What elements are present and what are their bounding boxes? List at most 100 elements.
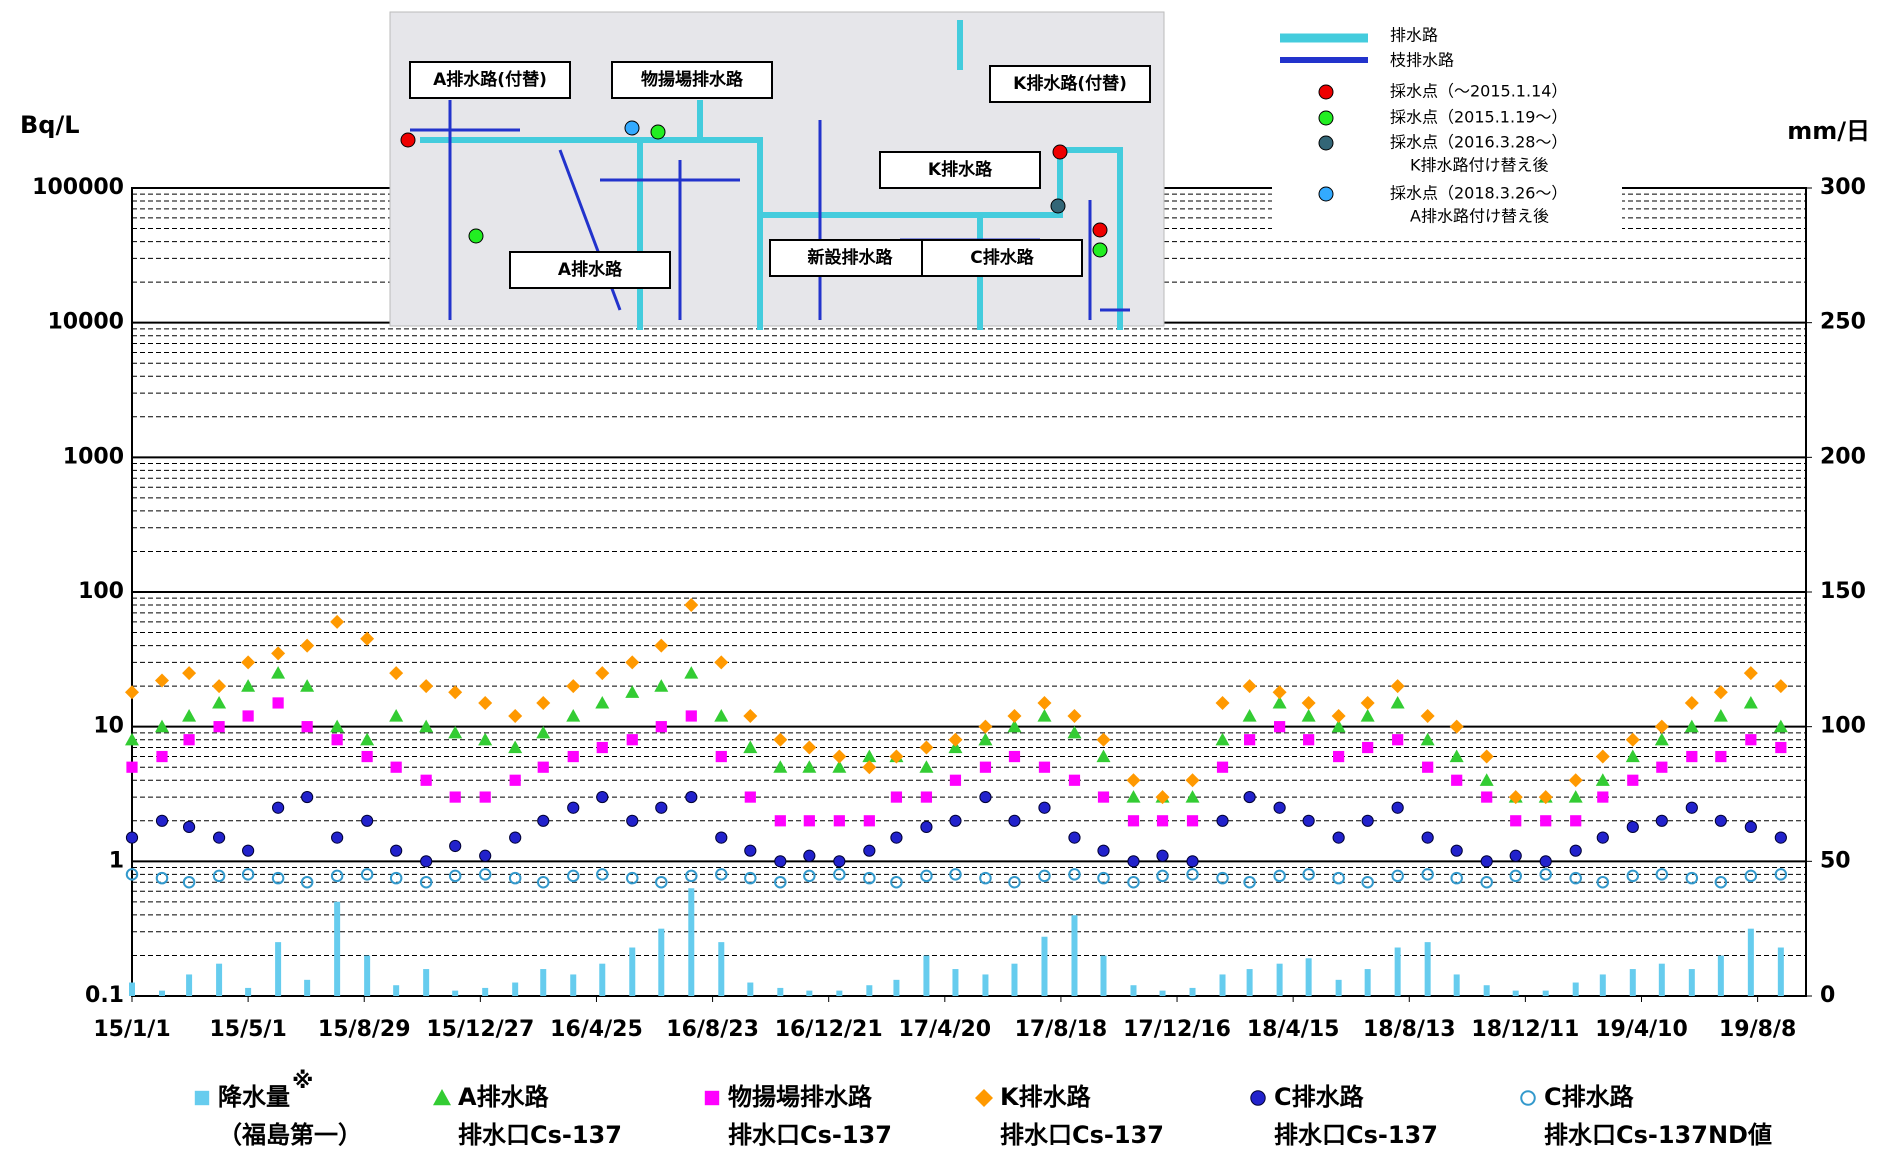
diamond-marker xyxy=(125,685,139,700)
square-marker xyxy=(420,774,432,786)
y-tick-label: 100000 xyxy=(32,175,124,200)
diamond-marker xyxy=(1568,773,1583,788)
circle-marker xyxy=(390,844,403,857)
circle-marker xyxy=(685,790,698,804)
diamond-marker xyxy=(802,740,817,755)
square-marker xyxy=(361,750,373,763)
diamond-marker xyxy=(1126,773,1141,788)
diamond-marker xyxy=(1420,709,1435,724)
square-marker xyxy=(1216,761,1229,773)
square-marker xyxy=(1540,815,1552,827)
rain-bar xyxy=(304,979,311,996)
triangle-marker xyxy=(360,732,375,746)
circle-marker xyxy=(744,844,757,857)
y2-tick-label: 150 xyxy=(1820,579,1866,604)
diamond-marker xyxy=(948,732,963,747)
rain-bar xyxy=(158,990,165,996)
x-tick-label: 16/4/25 xyxy=(550,1017,643,1042)
x-tick-label: 15/1/1 xyxy=(93,1017,170,1042)
hollow-marker xyxy=(1216,871,1229,885)
square-marker xyxy=(1068,774,1081,786)
rain-bar xyxy=(836,990,843,996)
legend-label-line2: 排水口Cs-137 xyxy=(458,1121,622,1149)
hollow-marker xyxy=(1243,875,1256,889)
map-legend-text: 排水路 xyxy=(1390,26,1438,45)
y-tick-label: 1 xyxy=(109,848,124,873)
hollow-marker xyxy=(1361,875,1374,889)
inset-map: A排水路(付替) 物揚場排水路 K排水路(付替) K排水路 A排水路 新設排水路 C排水路 xyxy=(389,11,1165,330)
triangle-marker xyxy=(684,666,699,679)
square-marker xyxy=(890,791,903,803)
rain-bar xyxy=(129,982,135,996)
diamond-marker xyxy=(1595,749,1610,764)
rain-bar xyxy=(718,942,725,996)
circle-marker xyxy=(1302,814,1315,827)
circle-marker xyxy=(1509,849,1522,862)
square-marker xyxy=(1303,734,1315,746)
triangle-marker xyxy=(862,749,877,763)
diamond-marker xyxy=(654,638,669,653)
diamond-marker xyxy=(508,709,523,724)
square-marker xyxy=(272,697,284,709)
hollow-marker xyxy=(155,871,169,885)
map-label-box xyxy=(509,251,671,289)
triangle-marker xyxy=(154,719,169,733)
hollow-marker xyxy=(1302,868,1315,881)
triangle-marker xyxy=(1301,709,1316,722)
square-marker xyxy=(390,761,402,773)
diamond-marker xyxy=(182,666,197,681)
hollow-marker xyxy=(1539,868,1552,881)
triangle-marker xyxy=(1773,719,1788,733)
map-label: K排水路(付替) xyxy=(1013,73,1127,94)
square-marker xyxy=(537,761,549,773)
rain-bar xyxy=(482,987,489,996)
circle-marker xyxy=(1008,814,1021,827)
hollow-marker xyxy=(1332,871,1345,885)
triangle-marker xyxy=(448,725,463,739)
triangle-marker xyxy=(1360,709,1375,722)
hollow-marker xyxy=(1008,875,1021,889)
square-marker xyxy=(213,721,225,733)
rain-bar xyxy=(1041,936,1048,996)
diamond-marker xyxy=(1360,695,1375,710)
triangle-marker xyxy=(1420,732,1435,746)
rain-bar xyxy=(982,974,989,996)
diamond-marker xyxy=(1096,732,1111,747)
circle-marker xyxy=(212,831,226,844)
rain-bar xyxy=(393,985,400,996)
square-marker xyxy=(1422,761,1434,773)
triangle-marker xyxy=(919,760,934,773)
hollow-marker xyxy=(389,871,403,885)
legend-label: K排水路 xyxy=(1000,1083,1092,1111)
hollow-marker xyxy=(419,875,433,889)
rain-bar xyxy=(1424,942,1431,996)
x-tick-label: 19/4/10 xyxy=(1595,1017,1688,1042)
square-marker xyxy=(715,750,727,763)
circle-marker xyxy=(155,814,169,827)
triangle-marker xyxy=(625,685,640,698)
triangle-marker xyxy=(419,719,434,733)
triangle-marker xyxy=(433,1089,451,1106)
map-legend-text: 採水点（2018.3.26～） xyxy=(1390,184,1567,203)
rain-bar xyxy=(1599,974,1606,996)
circle-marker xyxy=(833,855,846,868)
y-tick-label: 1000 xyxy=(63,444,124,469)
square-marker xyxy=(685,710,697,722)
x-tick-label: 15/5/1 xyxy=(209,1017,286,1042)
triangle-marker xyxy=(714,709,729,722)
map-legend-text: 採水点（2016.3.28～） xyxy=(1390,133,1567,152)
triangle-marker xyxy=(478,732,493,746)
square-marker xyxy=(949,774,962,786)
triangle-marker xyxy=(1449,749,1464,763)
legend-label: A排水路 xyxy=(458,1083,550,1111)
hollow-marker xyxy=(1569,871,1582,885)
hollow-marker xyxy=(566,869,580,883)
diamond-marker xyxy=(419,679,434,694)
square-marker xyxy=(1392,734,1404,746)
x-tick-label: 17/8/18 xyxy=(1015,1017,1108,1042)
triangle-marker xyxy=(300,679,315,692)
y-tick-label: 100 xyxy=(78,579,124,604)
hollow-marker xyxy=(803,869,816,883)
legend-note-mark: ※ xyxy=(292,1069,313,1094)
x-tick-label: 16/12/21 xyxy=(775,1017,883,1042)
